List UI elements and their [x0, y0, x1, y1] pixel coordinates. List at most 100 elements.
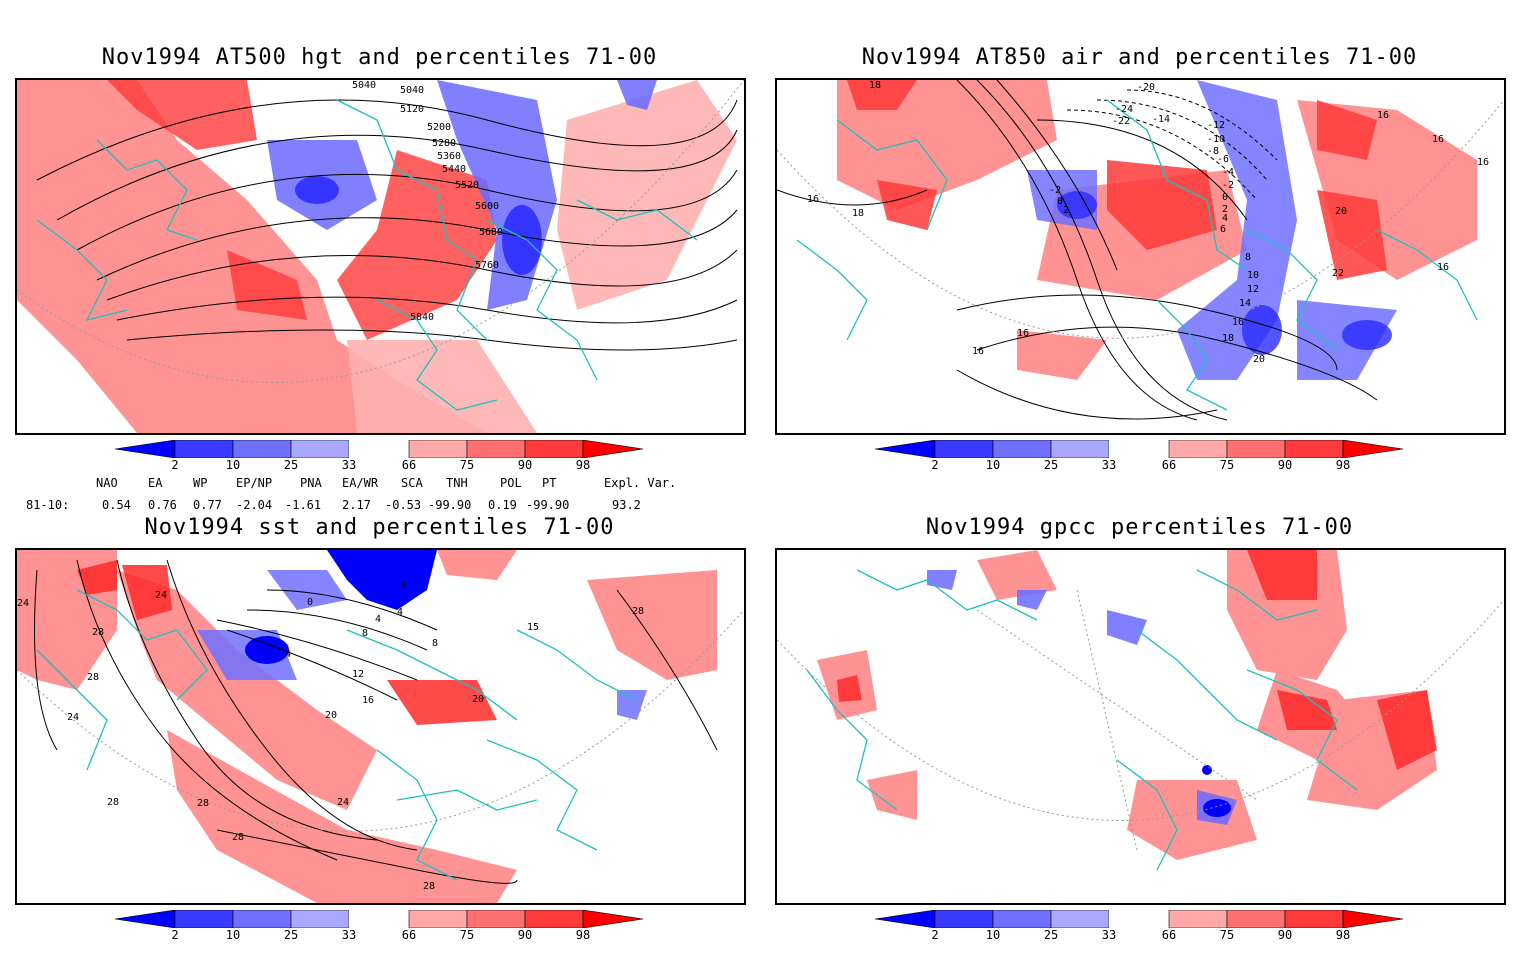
- colorbar-tick: 10: [985, 458, 1001, 472]
- colorbar-swatches: [114, 439, 644, 459]
- contour-label: 6: [1220, 224, 1226, 235]
- colorbar-tick: 33: [1101, 458, 1117, 472]
- colorbar-tick: 66: [1161, 458, 1177, 472]
- contour-label: 28: [632, 606, 644, 617]
- contour-label: 4: [397, 607, 403, 618]
- contour-label: 12: [1247, 284, 1259, 295]
- contour-label: 5040: [400, 85, 424, 96]
- panel-title-hgt500: Nov1994 AT500 hgt and percentiles 71-00: [101, 45, 658, 70]
- contour-label: 10: [1247, 270, 1259, 281]
- contour-label: 5200: [427, 122, 451, 133]
- index-value: 0.76: [148, 498, 177, 512]
- colorbar-top-left: 2 10 25 33 66 75 90 98: [114, 439, 645, 488]
- colorbar-tick: 98: [1335, 458, 1351, 472]
- colorbar-tick: 90: [517, 458, 533, 472]
- colorbar-tick: 90: [1277, 928, 1293, 942]
- colorbar-bottom-right: 2 10 25 33 66 75 90 98: [874, 909, 1405, 958]
- index-value: 0.54: [102, 498, 131, 512]
- contour-label: 5360: [437, 151, 461, 162]
- index-header: EA: [148, 476, 163, 490]
- colorbar-tick: 25: [283, 458, 299, 472]
- index-header: TNH: [446, 476, 468, 490]
- contour-label: 0: [307, 597, 313, 608]
- contour-label: 28: [232, 832, 244, 843]
- colorbar-tick: 10: [225, 458, 241, 472]
- contour-label: 20: [1335, 206, 1347, 217]
- contour-label: 4: [285, 649, 291, 660]
- map-canvas-hgt500: 5040 5040 5120 5200 5280 5360 5440 5520 …: [17, 80, 744, 433]
- colorbar-tick: 33: [341, 928, 357, 942]
- index-header: PT: [542, 476, 557, 490]
- panel-title-gpcc: Nov1994 gpcc percentiles 71-00: [925, 515, 1354, 540]
- contour-label: -24: [1115, 104, 1133, 115]
- colorbar-tick: 98: [575, 928, 591, 942]
- contour-label: 28: [423, 881, 435, 892]
- colorbar-tick: 98: [1335, 928, 1351, 942]
- colorbar-tick: 75: [459, 458, 475, 472]
- contour-label: -12: [1207, 120, 1225, 131]
- contour-label: 8: [432, 638, 438, 649]
- index-header: SCA: [401, 476, 423, 490]
- contour-label: -14: [1152, 114, 1170, 125]
- contour-label: 5280: [432, 138, 456, 149]
- contour-label: 24: [67, 712, 79, 723]
- colorbar-tick: 75: [1219, 458, 1235, 472]
- contour-label: 20: [1253, 354, 1265, 365]
- contour-label: 14: [1239, 298, 1251, 309]
- contour-label: 16: [1017, 328, 1029, 339]
- colorbar-swatches: [114, 909, 644, 929]
- colorbar-tick: 25: [1043, 458, 1059, 472]
- contour-label: 16: [1432, 134, 1444, 145]
- map-panel-gpcc: [775, 548, 1506, 905]
- index-value: -0.53: [385, 498, 422, 512]
- contour-label: 8: [362, 628, 368, 639]
- index-value: 0.19: [488, 498, 517, 512]
- map-panel-hgt500: 5040 5040 5120 5200 5280 5360 5440 5520 …: [15, 78, 746, 435]
- map-canvas-sst: 24 24 28 28 24 28 28 0 0 4 8 12 16 20 20…: [17, 550, 744, 903]
- index-header: WP: [193, 476, 208, 490]
- contour-label: 0: [1057, 196, 1063, 207]
- contour-label: -2: [1222, 180, 1234, 191]
- contour-label: 28: [87, 672, 99, 683]
- colorbar-tick: 66: [401, 928, 417, 942]
- colorbar-top-right: 2 10 25 33 66 75 90 98: [874, 439, 1405, 488]
- index-value: -99.90: [428, 498, 472, 512]
- index-value: -2.04: [236, 498, 273, 512]
- contour-label: -22: [1112, 116, 1130, 127]
- index-value: 0.77: [193, 498, 222, 512]
- colorbar-tick: 10: [225, 928, 241, 942]
- index-row-label: 81-10:: [26, 498, 70, 512]
- contour-label: 22: [1332, 268, 1344, 279]
- map-canvas-gpcc: [777, 550, 1504, 871]
- contour-label: 5440: [442, 164, 466, 175]
- contour-label: 0: [400, 580, 406, 591]
- contour-label: 5760: [475, 260, 499, 271]
- colorbar-tick: 25: [1043, 928, 1059, 942]
- contour-label: 28: [107, 797, 119, 808]
- contour-label: -8: [1207, 146, 1219, 157]
- panel-title-sst: Nov1994 sst and percentiles 71-00: [144, 515, 615, 540]
- contour-label: -10: [1207, 134, 1225, 145]
- contour-label: 18: [869, 80, 881, 91]
- contour-label: 24: [155, 590, 167, 601]
- contour-label: 5120: [400, 104, 424, 115]
- contour-label: -20: [1137, 82, 1155, 93]
- contour-label: 5520: [455, 180, 479, 191]
- contour-label: 4: [375, 614, 381, 625]
- colorbar-tick: 90: [517, 928, 533, 942]
- contour-label: -2: [1049, 185, 1061, 196]
- contour-label: 18: [852, 208, 864, 219]
- index-header-row: NAO EA WP EP/NP PNA EA/WR SCA TNH POL PT…: [0, 476, 760, 492]
- contour-label: 20: [472, 694, 484, 705]
- colorbar-tick: 75: [1219, 928, 1235, 942]
- colorbar-tick: 25: [283, 928, 299, 942]
- contour-label: 16: [807, 194, 819, 205]
- map-panel-air850: 18 -20 -24 -22 -14 -12 -10 -8 -6 -4 -2 0…: [775, 78, 1506, 435]
- contour-label: 5840: [410, 312, 434, 323]
- contour-label: -4: [1222, 167, 1234, 178]
- colorbar-bottom-left: 2 10 25 33 66 75 90 98: [114, 909, 645, 958]
- contour-label: 0: [1222, 192, 1228, 203]
- index-header: EP/NP: [236, 476, 273, 490]
- contour-label: 16: [1437, 262, 1449, 273]
- contour-label: 2: [1063, 205, 1069, 216]
